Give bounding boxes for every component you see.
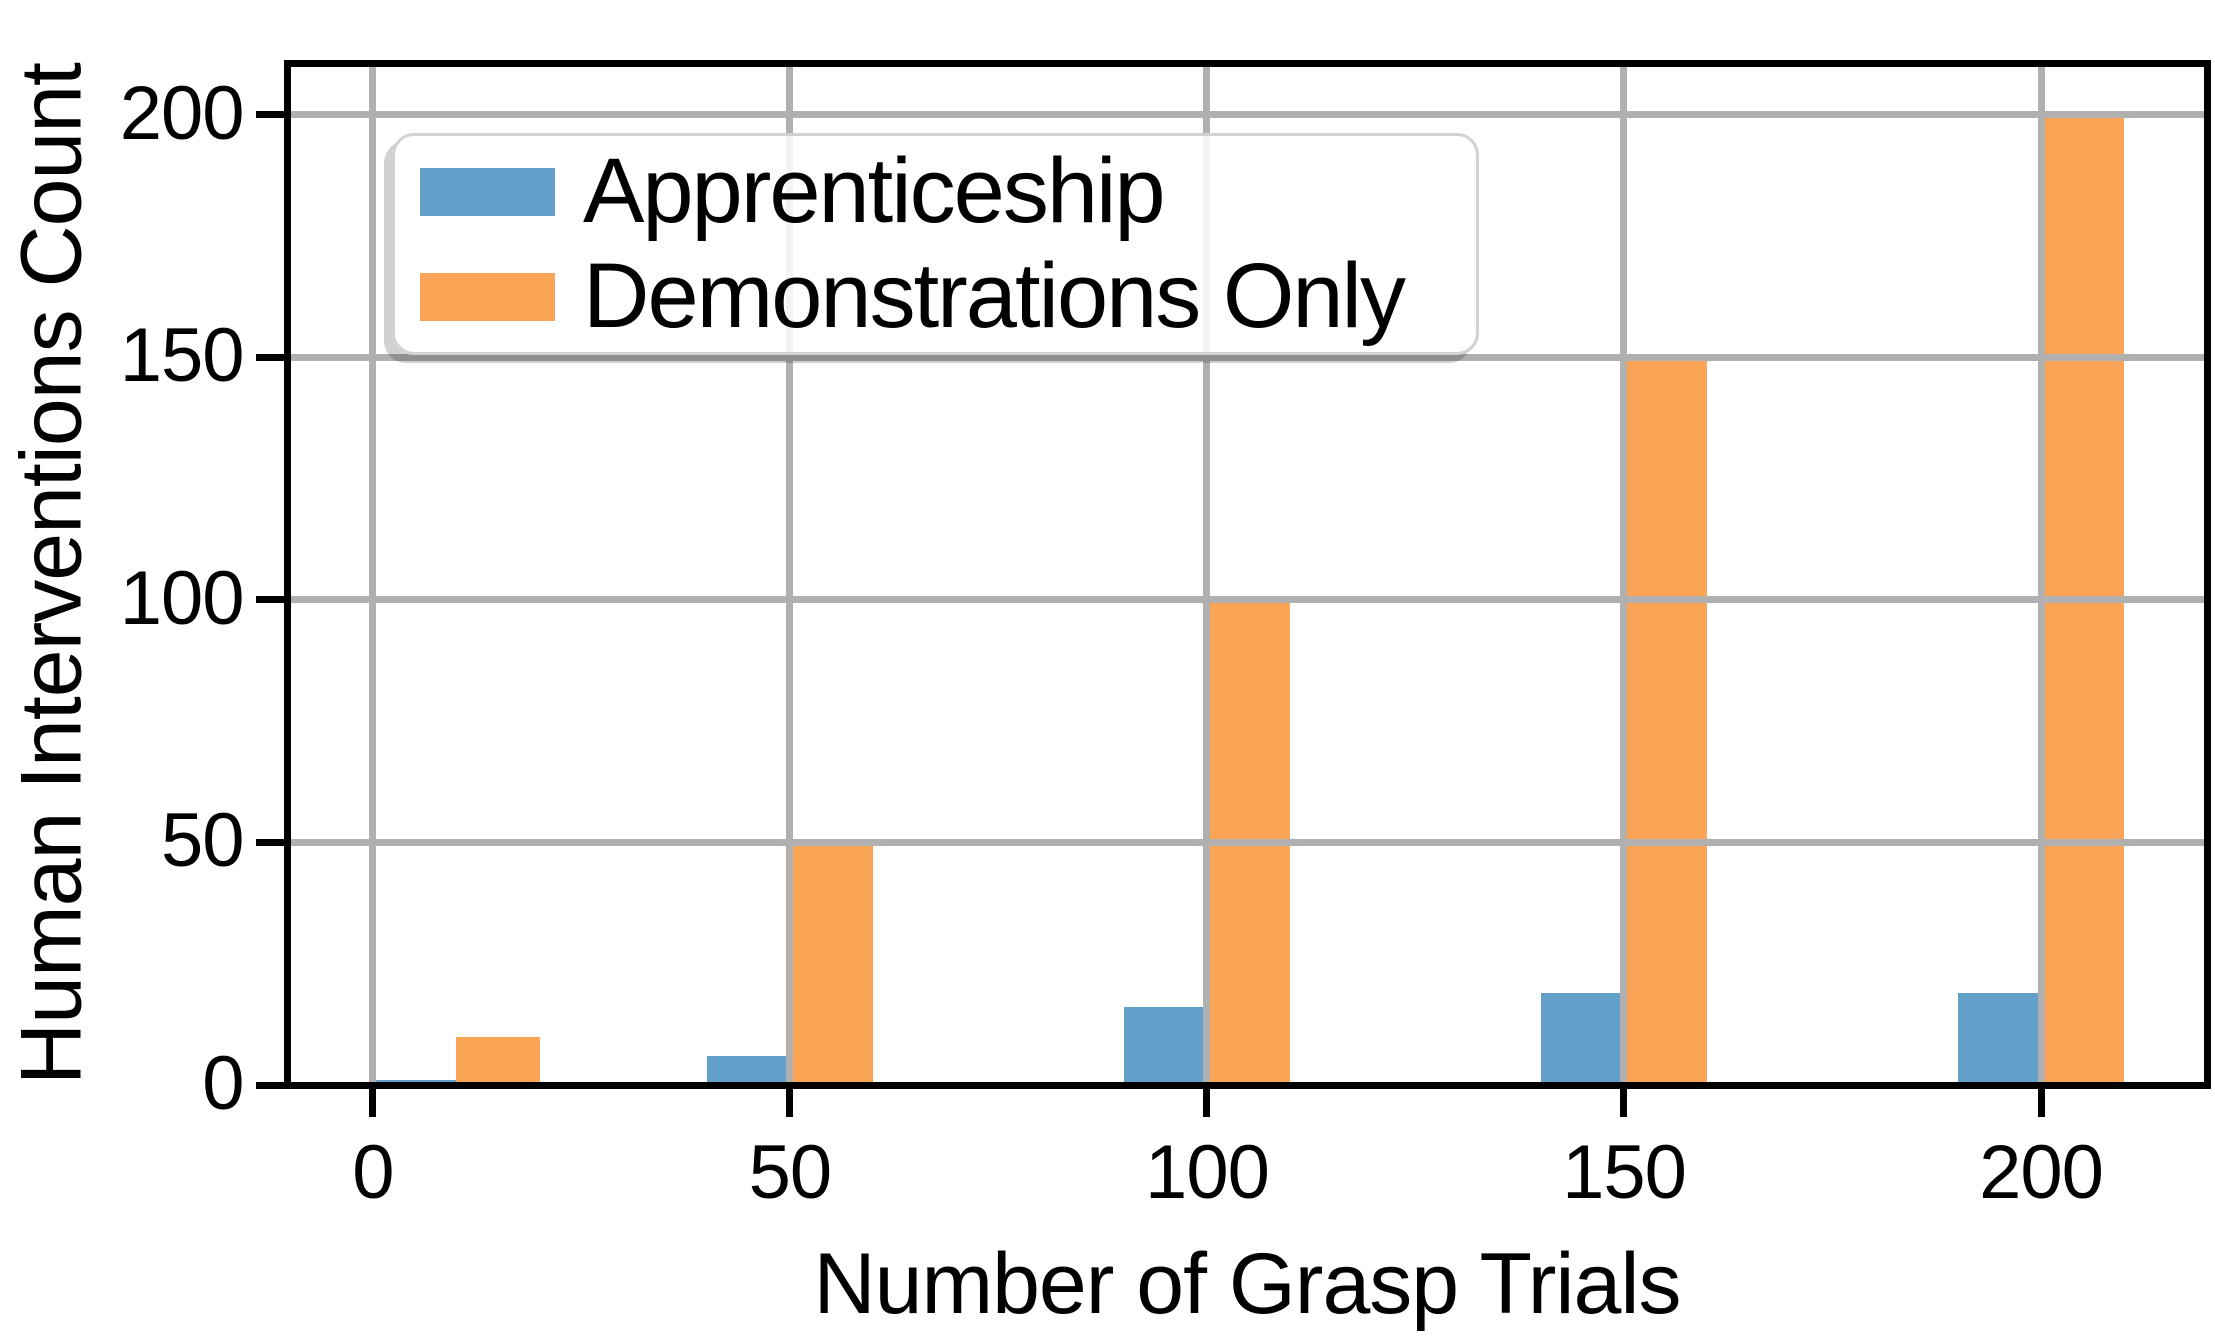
y-tickmark-50 bbox=[255, 838, 284, 846]
legend-label: Demonstrations Only bbox=[583, 245, 1406, 347]
y-tick-label-200: 200 bbox=[119, 70, 245, 156]
plot-area: Apprenticeship Demonstrations Only bbox=[283, 59, 2211, 1089]
gridline-y-150 bbox=[287, 353, 2207, 361]
gridline-y-50 bbox=[287, 838, 2207, 846]
gridline-y-200 bbox=[287, 111, 2207, 119]
legend-swatch-demonstrations-only bbox=[420, 272, 555, 321]
y-tick-label-100: 100 bbox=[119, 555, 245, 641]
bar-apprenticeship-x100 bbox=[1123, 1007, 1207, 1085]
gridline-x-200 bbox=[2037, 63, 2045, 1085]
y-tick-label-50: 50 bbox=[160, 798, 245, 884]
gridline-x-150 bbox=[1620, 63, 1628, 1085]
x-tick-label-200: 200 bbox=[1979, 1129, 2104, 1215]
x-tick-label-100: 100 bbox=[1145, 1129, 1270, 1215]
x-tick-label-0: 0 bbox=[352, 1129, 394, 1215]
x-tickmark-200 bbox=[2037, 1088, 2045, 1117]
axis-spine-bottom bbox=[283, 1081, 2211, 1089]
axis-spine-right bbox=[2203, 59, 2211, 1089]
axis-spine-left bbox=[283, 59, 291, 1089]
y-tickmark-200 bbox=[255, 111, 284, 119]
bar-apprenticeship-x200 bbox=[1957, 992, 2041, 1085]
gridline-y-100 bbox=[287, 596, 2207, 604]
y-tickmark-150 bbox=[255, 353, 284, 361]
axis-spine-top bbox=[283, 59, 2211, 67]
x-tick-label-50: 50 bbox=[748, 1129, 833, 1215]
x-tick-label-150: 150 bbox=[1562, 1129, 1687, 1215]
legend-item-apprenticeship: Apprenticeship bbox=[420, 139, 1456, 244]
legend-item-demonstrations-only: Demonstrations Only bbox=[420, 244, 1456, 349]
y-tickmark-0 bbox=[255, 1081, 284, 1089]
legend-swatch-apprenticeship bbox=[420, 167, 555, 216]
x-tickmark-50 bbox=[786, 1088, 794, 1117]
bar-apprenticeship-x50 bbox=[706, 1055, 790, 1085]
x-axis-label: Number of Grasp Trials bbox=[813, 1236, 1682, 1332]
gridline-x-0 bbox=[369, 63, 377, 1085]
legend: Apprenticeship Demonstrations Only bbox=[392, 133, 1479, 355]
bar-demonstrations-only-x50 bbox=[789, 842, 874, 1085]
gridline-x-100 bbox=[1203, 63, 1211, 1085]
x-tickmark-100 bbox=[1203, 1088, 1211, 1117]
x-tickmark-150 bbox=[1620, 1088, 1628, 1117]
bar-apprenticeship-x150 bbox=[1540, 992, 1624, 1085]
bar-demonstrations-only-x150 bbox=[1623, 357, 1708, 1085]
gridline-x-50 bbox=[786, 63, 794, 1085]
x-tickmark-0 bbox=[369, 1088, 377, 1117]
y-axis-label: Human Interventions Count bbox=[3, 63, 100, 1085]
bar-demonstrations-only-x10 bbox=[456, 1036, 540, 1085]
y-tickmark-100 bbox=[255, 596, 284, 604]
y-tick-label-150: 150 bbox=[119, 313, 245, 399]
legend-label: Apprenticeship bbox=[583, 140, 1166, 242]
y-tick-label-0: 0 bbox=[202, 1040, 244, 1126]
